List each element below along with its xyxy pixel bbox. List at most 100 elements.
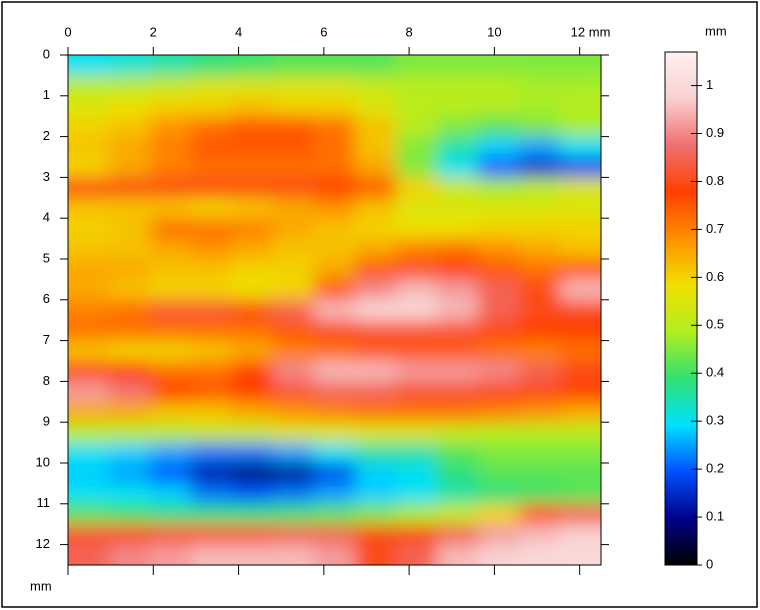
heatmap-cell — [273, 340, 315, 362]
heatmap-cell — [68, 463, 110, 484]
heatmap-cell — [68, 422, 110, 444]
heatmap-cell — [150, 218, 192, 240]
heatmap-cell — [437, 503, 479, 525]
heatmap-cell — [232, 524, 274, 546]
heatmap-cell — [560, 503, 601, 525]
heatmap-cell — [232, 544, 274, 565]
heatmap-cell — [355, 299, 397, 321]
heatmap-cell — [191, 340, 233, 362]
heatmap-cell — [519, 544, 561, 565]
heatmap-cell — [355, 136, 397, 158]
heatmap-cell — [150, 361, 192, 382]
heatmap-cell — [478, 299, 520, 321]
heatmap-cell — [355, 381, 397, 403]
heatmap-cell — [355, 524, 397, 546]
heatmap-cell — [437, 116, 479, 138]
heatmap-cell — [150, 75, 192, 97]
heatmap-cell — [478, 442, 520, 464]
heatmap-cell — [232, 259, 274, 280]
heatmap-cell — [437, 544, 479, 565]
heatmap-cell — [68, 75, 110, 97]
heatmap-cell — [109, 136, 151, 158]
heatmap-cell — [560, 340, 601, 362]
x-tick-label: 8 — [406, 24, 413, 39]
colorbar-tick-label: 0.3 — [706, 413, 724, 428]
heatmap-cell — [109, 340, 151, 362]
heatmap-cell — [273, 320, 315, 342]
heatmap-cell — [478, 544, 520, 565]
heatmap-cell — [191, 75, 233, 97]
heatmap-cell — [355, 422, 397, 444]
heatmap-cell — [109, 157, 151, 178]
y-tick-label: 8 — [43, 373, 50, 388]
heatmap-cell — [314, 503, 356, 525]
heatmap-cell — [232, 401, 274, 423]
heatmap-cell — [273, 197, 315, 219]
heatmap-cell — [314, 483, 356, 505]
heatmap-cell — [191, 197, 233, 219]
colorbar-tick-label: 0.1 — [706, 508, 724, 523]
heatmap-cell — [273, 524, 315, 546]
heatmap-cell — [519, 197, 561, 219]
heatmap-cell — [68, 381, 110, 403]
heatmap-cell — [355, 75, 397, 97]
heatmap-cell — [560, 95, 601, 117]
heatmap-cell — [437, 197, 479, 219]
heatmap-cell — [478, 259, 520, 280]
heatmap-cell — [273, 95, 315, 117]
heatmap-cell — [232, 136, 274, 158]
heatmap-cell — [273, 544, 315, 565]
heatmap-cell — [68, 136, 110, 158]
heatmap-cell — [314, 116, 356, 138]
heatmap-cell — [232, 218, 274, 240]
y-tick-label: 5 — [43, 250, 50, 265]
heatmap-cell — [437, 279, 479, 301]
heatmap-cell — [191, 95, 233, 117]
heatmap-cell — [68, 442, 110, 464]
heatmap-cell — [109, 483, 151, 505]
heatmap-cell — [150, 55, 192, 76]
heatmap-cell — [396, 75, 438, 97]
colorbar-tick-label: 0.9 — [706, 125, 724, 140]
heatmap-cell — [437, 95, 479, 117]
heatmap-cell — [191, 361, 233, 382]
heatmap-cell — [396, 136, 438, 158]
heatmap-cell — [191, 55, 233, 76]
heatmap-cell — [396, 320, 438, 342]
heatmap-cell — [109, 75, 151, 97]
heatmap-cell — [396, 197, 438, 219]
heatmap-cell — [191, 136, 233, 158]
heatmap-cell — [273, 401, 315, 423]
heatmap-cell — [478, 463, 520, 484]
colorbar-tick-label: 0 — [706, 556, 713, 571]
heatmap-cell — [560, 463, 601, 484]
heatmap — [68, 55, 601, 565]
heatmap-cell — [150, 157, 192, 178]
heatmap-cell — [109, 463, 151, 484]
heatmap-cell — [396, 95, 438, 117]
heatmap-cell — [560, 483, 601, 505]
colorbar-label: mm — [705, 23, 727, 38]
heatmap-cell — [68, 177, 110, 199]
heatmap-cell — [109, 422, 151, 444]
heatmap-cell — [191, 422, 233, 444]
heatmap-cell — [191, 463, 233, 484]
heatmap-cell — [191, 320, 233, 342]
heatmap-cell — [396, 442, 438, 464]
heatmap-cell — [519, 75, 561, 97]
heatmap-cell — [232, 157, 274, 178]
heatmap-cell — [232, 75, 274, 97]
heatmap-cell — [355, 157, 397, 178]
heatmap-cell — [355, 197, 397, 219]
heatmap-cell — [478, 279, 520, 301]
heatmap-cell — [150, 177, 192, 199]
y-tick-label: 9 — [43, 414, 50, 429]
heatmap-cell — [355, 116, 397, 138]
heatmap-cell — [150, 442, 192, 464]
colorbar-tick-label: 0.5 — [706, 317, 724, 332]
heatmap-cell — [478, 177, 520, 199]
heatmap-cell — [109, 524, 151, 546]
heatmap-cell — [150, 524, 192, 546]
heatmap-cell — [478, 524, 520, 546]
